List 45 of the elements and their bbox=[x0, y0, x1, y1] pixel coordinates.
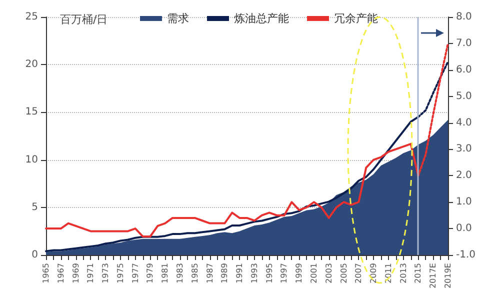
y-tick-label: 25 bbox=[25, 12, 38, 22]
y-tick-label: 15 bbox=[25, 106, 38, 118]
x-tick-label: 1971 bbox=[86, 263, 96, 284]
x-tick-label: 1967 bbox=[56, 263, 66, 284]
x-tick-label: 2009 bbox=[369, 263, 378, 284]
x-tick-label: 1985 bbox=[190, 263, 200, 284]
x-tick-label: 2007 bbox=[354, 263, 364, 284]
x-tick-label: 2013 bbox=[398, 263, 408, 284]
x-tick-label: 1989 bbox=[220, 263, 230, 284]
x-tick-label: 2005 bbox=[339, 263, 348, 284]
y-tick-label: 5 bbox=[32, 202, 38, 213]
x-tick-label: 1987 bbox=[205, 263, 214, 284]
y-tick-label: 20 bbox=[25, 59, 38, 70]
x-tick-label: 1997 bbox=[280, 263, 289, 284]
x-tick-label: 1979 bbox=[146, 263, 155, 284]
x-tick-label: 1983 bbox=[176, 263, 184, 284]
x-tick-label: 1995 bbox=[264, 263, 274, 284]
x-tick-label: 1981 bbox=[160, 263, 170, 284]
x-tick-label: 1973 bbox=[101, 263, 110, 284]
x-tick-label: 2015 bbox=[414, 263, 423, 284]
y2-tick-label: 4.0 bbox=[456, 117, 472, 128]
x-tick-label: 1991 bbox=[235, 263, 244, 284]
y2-tick-label: 2.0 bbox=[456, 170, 472, 182]
y2-tick-label: -1.0 bbox=[456, 250, 476, 260]
x-tick-label: 2017E bbox=[428, 263, 438, 288]
x-tick-label: 1969 bbox=[71, 263, 80, 284]
y-tick-label: 0 bbox=[32, 250, 38, 260]
x-tick-label: 1965 bbox=[42, 263, 50, 284]
legend-label: 需求 bbox=[167, 12, 189, 25]
x-tick-label: 1977 bbox=[130, 263, 140, 284]
y2-tick-label: 5.0 bbox=[456, 90, 472, 102]
x-tick-label: 1975 bbox=[116, 263, 125, 284]
y2-tick-label: 3.0 bbox=[456, 144, 472, 155]
y2-tick-label: 6.0 bbox=[456, 64, 472, 76]
y-tick-label: 10 bbox=[25, 154, 38, 166]
x-tick-label: 2019E bbox=[444, 263, 452, 288]
y2-tick-label: 1.0 bbox=[456, 196, 472, 208]
x-tick-label: 1993 bbox=[250, 263, 259, 284]
y2-tick-label: 0.0 bbox=[456, 223, 472, 234]
x-tick-label: 1999 bbox=[294, 263, 304, 284]
y2-tick-label: 7.0 bbox=[456, 38, 472, 49]
legend-label: 炼油总产能 bbox=[234, 12, 289, 25]
x-tick-label: 2003 bbox=[324, 263, 334, 284]
y2-tick-label: 8.0 bbox=[456, 12, 472, 22]
x-tick-label: 2001 bbox=[310, 263, 318, 284]
